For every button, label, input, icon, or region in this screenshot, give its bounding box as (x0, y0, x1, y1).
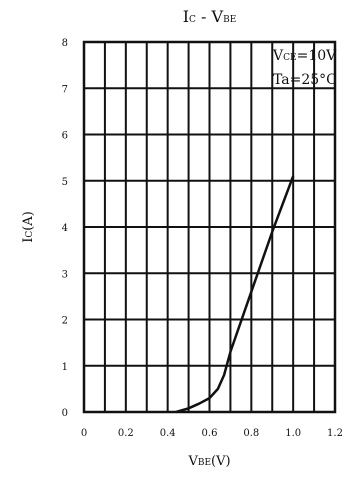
condition-annotation: VCE=10V (272, 48, 337, 64)
y-tick-label: 8 (62, 38, 68, 49)
y-axis-label-sub: C (25, 231, 35, 238)
y-tick-label: 2 (62, 316, 68, 327)
chart-title: IC - VBE (183, 7, 237, 26)
x-axis-label-sub: BE (198, 458, 211, 468)
tick-labels: 0 1 2 3 4 5 6 7 8 0 0.2 0.4 0.6 0.8 1.0 1.2 (62, 38, 343, 439)
x-tick-label: 0.2 (118, 428, 134, 439)
title-sub: C (189, 15, 196, 25)
y-tick-label: 4 (62, 223, 68, 234)
title-main: I (183, 7, 189, 26)
y-tick-label: 7 (62, 84, 68, 95)
ic-vbe-curve (175, 175, 295, 414)
x-tick-label: 0.8 (243, 428, 259, 439)
x-axis-label-main: V (187, 454, 198, 469)
curve-layer (175, 175, 295, 414)
y-axis-label-unit: (A) (21, 211, 36, 231)
title-rest: - V (196, 7, 224, 26)
y-tick-label: 5 (62, 177, 68, 188)
x-axis-label-unit: (V) (211, 454, 231, 469)
x-tick-label: 1.0 (285, 428, 301, 439)
annotation-sub: CE (283, 53, 296, 63)
title-sub2: BE (223, 15, 236, 25)
y-tick-label: 6 (62, 131, 68, 142)
annotation-main: V (272, 48, 284, 64)
plot-frame (82, 40, 337, 414)
x-axis-label: VBE(V) (187, 454, 230, 469)
y-tick-label: 0 (62, 408, 68, 419)
y-axis-label: IC(A) (21, 211, 36, 243)
y-tick-label: 1 (62, 362, 68, 373)
y-axis-label-main: I (21, 238, 36, 243)
annotation-rest: =10V (297, 48, 338, 64)
x-tick-label: 0.4 (160, 428, 176, 439)
x-tick-label: 1.2 (327, 428, 343, 439)
x-tick-label: 0 (81, 428, 87, 439)
grid (82, 40, 337, 414)
condition-annotation: Ta=25°C (273, 72, 337, 88)
x-tick-label: 0.6 (202, 428, 218, 439)
y-tick-label: 3 (62, 269, 68, 280)
annotation-main: Ta=25°C (273, 72, 337, 88)
